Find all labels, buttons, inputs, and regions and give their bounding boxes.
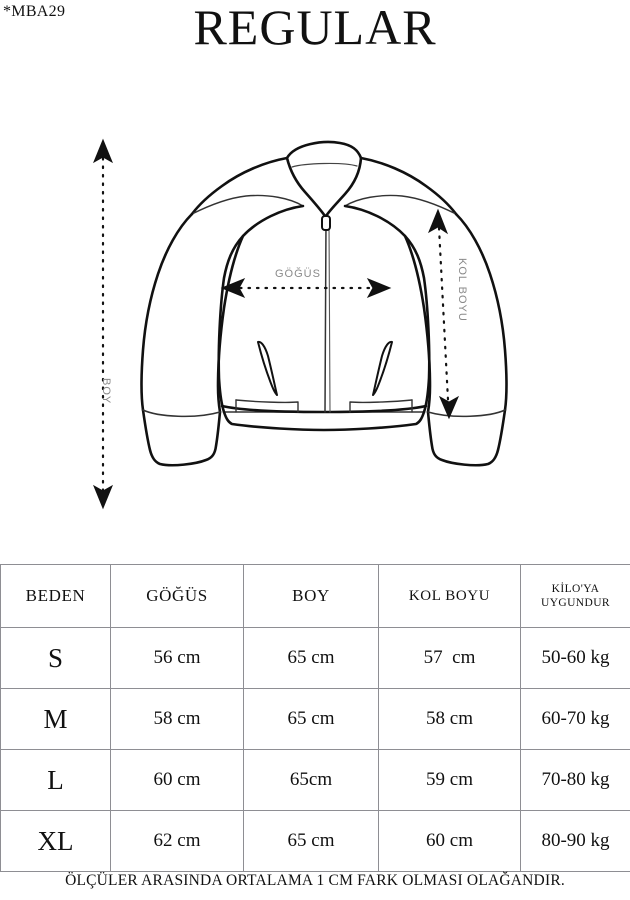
cell-beden: L <box>0 749 111 811</box>
cell-kol-boyu: 60 cm <box>378 810 521 872</box>
table-note: ÖLÇÜLER ARASINDA ORTALAMA 1 CM FARK OLMA… <box>65 872 565 889</box>
column-header-kiloya-uygundur-line2: UYGUNDUR <box>540 597 610 609</box>
cell-beden: XL <box>0 810 111 872</box>
measure-arrow-sleeve <box>427 208 460 420</box>
cell-kol-boyu: 57 cm <box>378 627 521 689</box>
cell-kiloya-uygundur: 70-80 kg <box>520 749 630 811</box>
cell-kol-boyu: 59 cm <box>378 749 521 811</box>
column-header-boy: BOY <box>243 564 379 628</box>
table-row: M 58 cm 65 cm 58 cm 60-70 kg <box>0 688 630 750</box>
cell-kol-boyu: 58 cm <box>378 688 521 750</box>
cell-kiloya-uygundur: 60-70 kg <box>520 688 630 750</box>
column-header-kiloya-uygundur: KİLO'YA UYGUNDUR <box>520 564 630 628</box>
cell-boy: 65cm <box>243 749 379 811</box>
cell-boy: 65 cm <box>243 627 379 689</box>
page-title: REGULAR <box>193 0 437 55</box>
table-header-row: BEDEN GÖĞÜS BOY KOL BOYU KİLO'YA UYGUNDU… <box>0 564 630 628</box>
column-header-beden: BEDEN <box>0 564 111 628</box>
measure-label-sleeve: KOL BOYU <box>456 258 468 322</box>
cell-kiloya-uygundur: 80-90 kg <box>520 810 630 872</box>
column-header-kiloya-uygundur-line1: KİLO'YA <box>551 583 600 595</box>
measure-arrow-length <box>92 138 114 510</box>
measure-arrow-chest <box>220 277 392 299</box>
table-row: L 60 cm 65cm 59 cm 70-80 kg <box>0 749 630 811</box>
table-row: XL 62 cm 65 cm 60 cm 80-90 kg <box>0 810 630 872</box>
cell-beden: S <box>0 627 111 689</box>
cell-gogus: 60 cm <box>110 749 244 811</box>
column-header-gogus: GÖĞÜS <box>110 564 244 628</box>
cell-boy: 65 cm <box>243 688 379 750</box>
bomber-jacket-icon <box>92 138 508 510</box>
cell-boy: 65 cm <box>243 810 379 872</box>
table-row: S 56 cm 65 cm 57 cm 50-60 kg <box>0 627 630 689</box>
measure-label-chest: GÖĞÜS <box>275 268 321 280</box>
cell-kiloya-uygundur: 50-60 kg <box>520 627 630 689</box>
cell-gogus: 56 cm <box>110 627 244 689</box>
size-chart-table: BEDEN GÖĞÜS BOY KOL BOYU KİLO'YA UYGUNDU… <box>0 564 630 872</box>
column-header-kol-boyu: KOL BOYU <box>378 564 521 628</box>
product-code: *MBA29 <box>3 3 66 20</box>
cell-gogus: 58 cm <box>110 688 244 750</box>
cell-gogus: 62 cm <box>110 810 244 872</box>
cell-beden: M <box>0 688 111 750</box>
garment-measurement-diagram: GÖĞÜS BOY KOL BOYU <box>0 110 630 530</box>
measure-label-length: BOY <box>100 378 112 405</box>
